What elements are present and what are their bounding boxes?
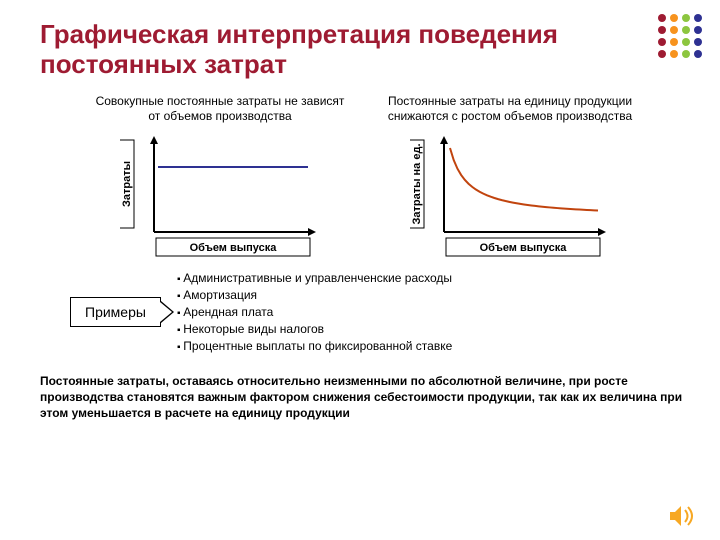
footnote-text: Постоянные затраты, оставаясь относитель… [40,373,690,422]
chart-left-caption: Совокупные постоянные затраты не зависят… [95,94,345,124]
examples-list-item: Процентные выплаты по фиксированной став… [177,338,452,355]
svg-text:Объем выпуска: Объем выпуска [190,242,278,254]
speaker-icon [668,504,696,528]
examples-list-item: Амортизация [177,287,452,304]
chart-right-svg: Затраты на ед. Объем выпуска [410,130,610,260]
examples-list-item: Арендная плата [177,304,452,321]
svg-text:Объем выпуска: Объем выпуска [480,242,568,254]
examples-list-item: Административные и управленченские расхо… [177,270,452,287]
chart-right-caption: Постоянные затраты на единицу продукции … [385,94,635,124]
chart-left-svg: Затраты Объем выпуска [120,130,320,260]
chart-left: Совокупные постоянные затраты не зависят… [95,94,345,260]
chart-right: Постоянные затраты на единицу продукции … [385,94,635,260]
examples-label: Примеры [85,304,146,320]
decor-dots [656,12,704,60]
examples-label-box: Примеры [70,297,161,327]
examples-list: Административные и управленченские расхо… [177,270,452,355]
slide-title: Графическая интерпретация поведения пост… [40,20,690,80]
svg-text:Затраты: Затраты [121,161,133,207]
examples-section: Примеры Административные и управленченск… [70,270,690,355]
examples-list-item: Некоторые виды налогов [177,321,452,338]
svg-text:Затраты на ед.: Затраты на ед. [411,143,423,224]
